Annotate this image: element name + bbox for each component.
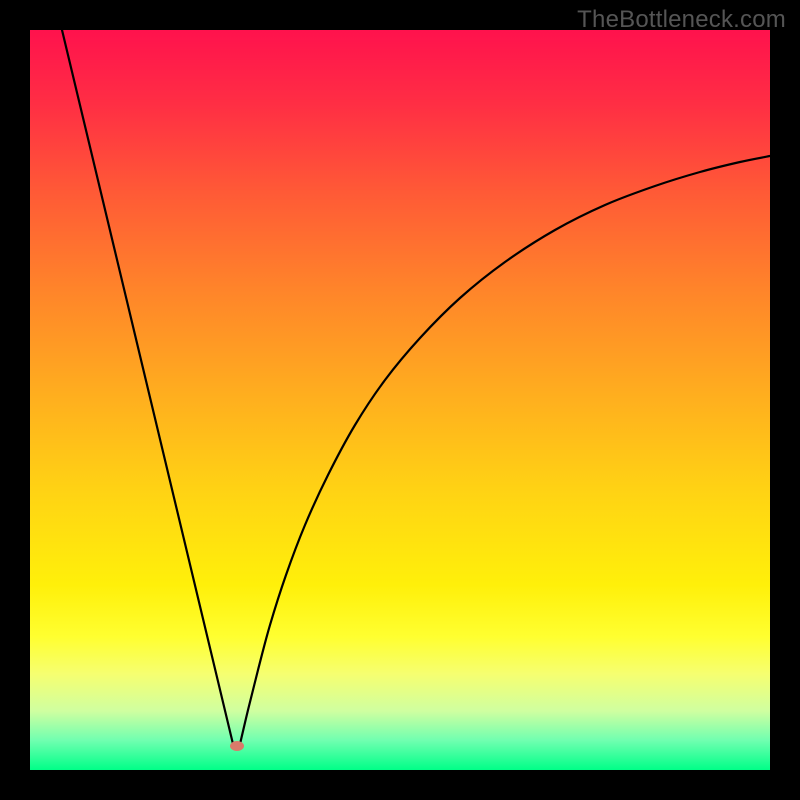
plot-area [30, 30, 770, 770]
min-point-marker [230, 741, 244, 751]
curve-right-segment [240, 156, 770, 744]
bottleneck-curve [30, 30, 770, 770]
curve-left-segment [62, 30, 233, 744]
watermark-text: TheBottleneck.com [577, 6, 786, 34]
chart-frame: TheBottleneck.com [0, 0, 800, 800]
